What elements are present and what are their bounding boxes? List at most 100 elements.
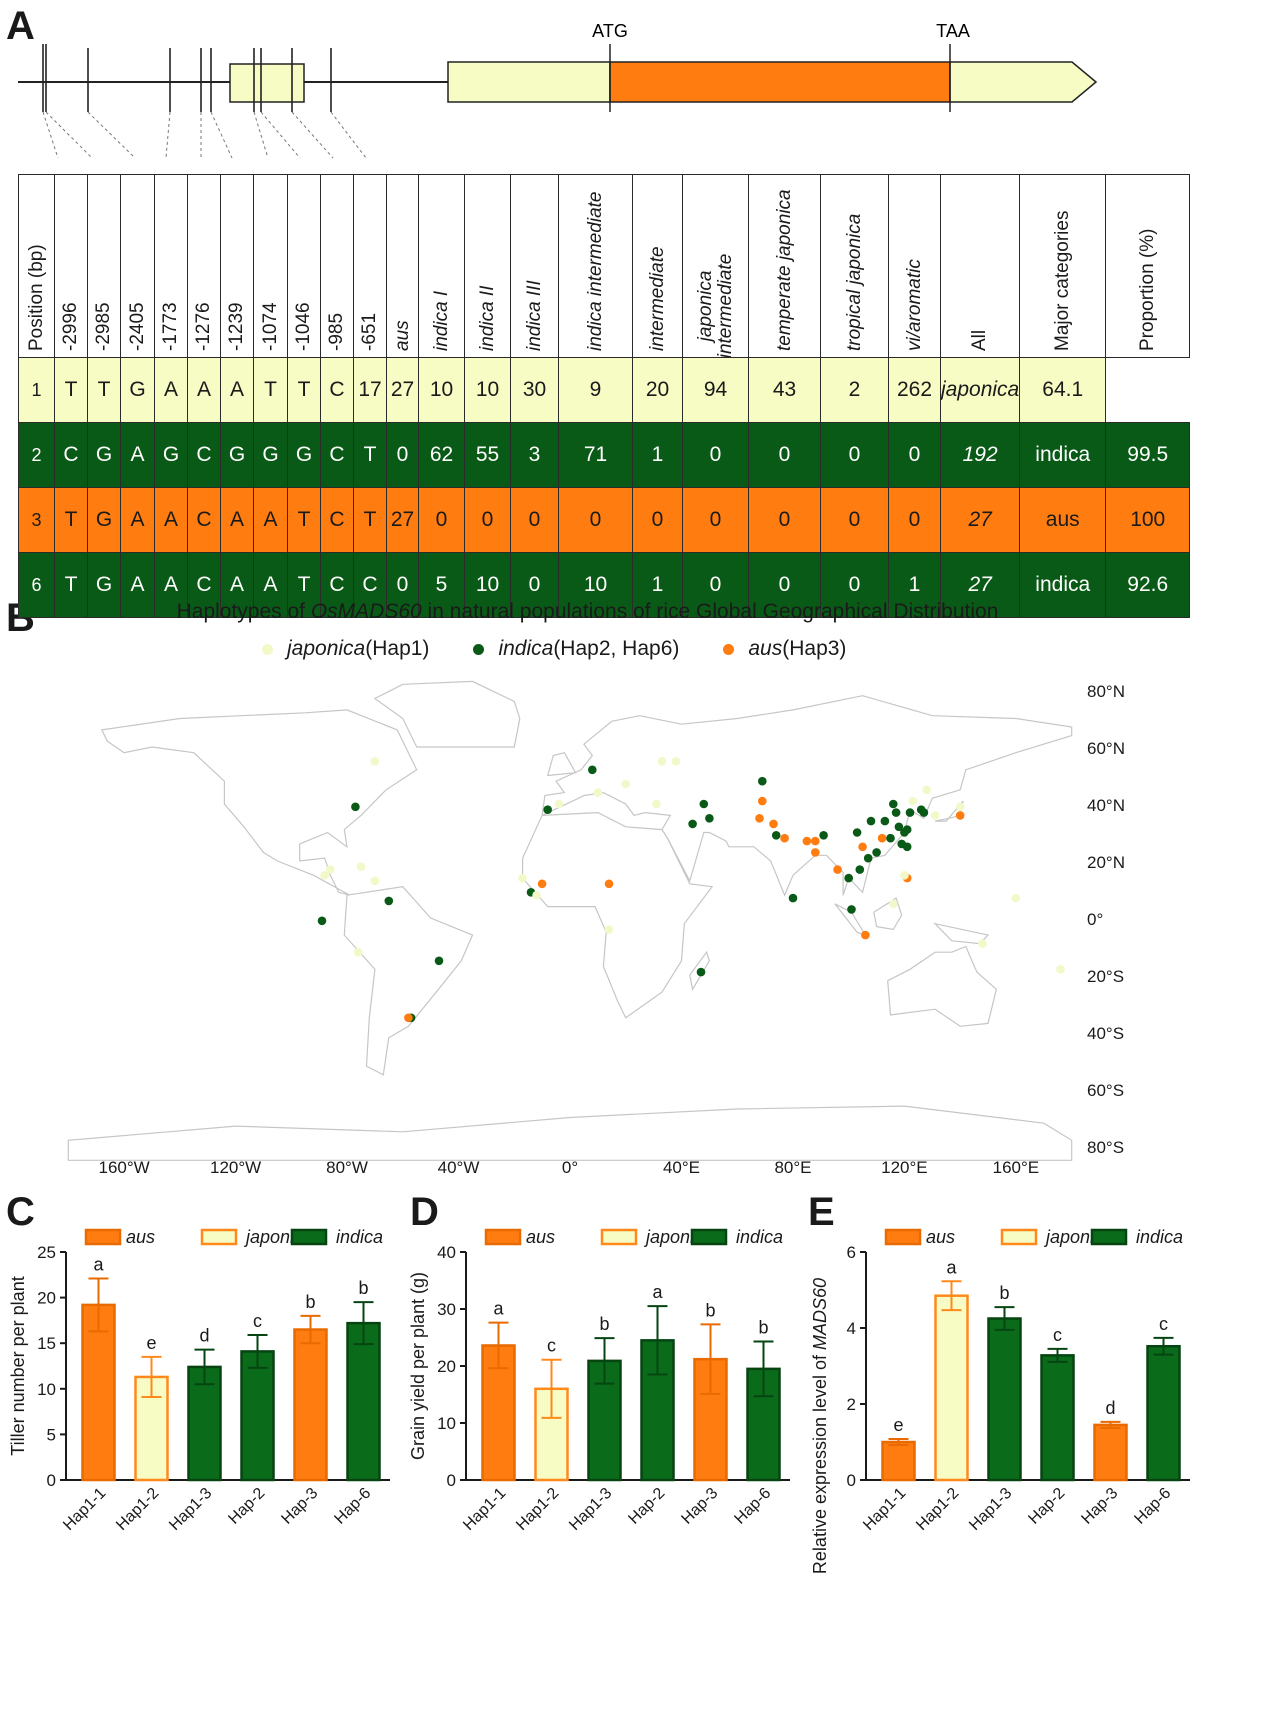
table-cell: A — [253, 487, 288, 553]
snp-connector — [165, 111, 171, 159]
latitude-label: 20°S — [1087, 967, 1124, 986]
y-tick-label: 40 — [437, 1243, 456, 1262]
significance-letter: b — [358, 1278, 368, 1298]
latitude-label: 0° — [1087, 910, 1103, 929]
column-header: Proportion (%) — [1105, 174, 1191, 358]
significance-letter: b — [999, 1283, 1009, 1303]
x-tick-label: Hap-3 — [278, 1485, 321, 1528]
map-point-indica — [919, 808, 929, 817]
column-header: indica III — [510, 174, 559, 358]
x-tick-label: Hap-6 — [331, 1485, 374, 1528]
map-point-aus — [858, 842, 867, 852]
table-cell: 10 — [418, 357, 465, 423]
map-point-japonica — [621, 779, 630, 789]
table-cell: G — [120, 357, 155, 423]
y-tick-label: 10 — [37, 1380, 56, 1399]
legend-label-indica: indica — [336, 1227, 383, 1247]
table-cell: 100 — [1105, 487, 1191, 553]
map-point-japonica — [604, 925, 614, 934]
significance-letter: a — [652, 1282, 663, 1302]
coding-sequence — [609, 61, 951, 103]
legend-label-aus: aus — [126, 1227, 155, 1247]
map-point-indica — [696, 967, 706, 977]
table-cell: T — [54, 487, 88, 553]
map-point-aus — [877, 833, 887, 843]
column-header: -1046 — [287, 174, 321, 358]
map-point-aus — [537, 879, 547, 889]
australia-outline — [887, 945, 998, 1027]
legend-dot-icon — [262, 643, 273, 655]
panel-letter-e: E — [808, 1190, 835, 1234]
table-row: 1 T T G A A A T T C 17 27 10 10 30 9 20 94 43 2 262 japonica 6… — [18, 357, 1190, 423]
map-point-aus — [769, 819, 778, 829]
column-header: indica intermediate — [558, 174, 633, 358]
table-cell: C — [187, 552, 221, 618]
map-point-indica — [844, 873, 853, 883]
table-cell: 2 — [820, 357, 889, 423]
map-point-japonica — [326, 865, 335, 874]
table-cell: T — [287, 357, 321, 423]
longitude-label: 0° — [562, 1158, 578, 1177]
antarctica-outline — [67, 1105, 1073, 1161]
x-tick-label: Hap-3 — [1078, 1485, 1121, 1528]
legend-swatch-japonica — [200, 1228, 238, 1246]
table-cell: 0 — [464, 487, 511, 553]
map-point-japonica — [930, 811, 940, 820]
column-header: -2405 — [120, 174, 155, 358]
table-cell: G — [253, 422, 288, 488]
bar-Hap-3 — [293, 1328, 328, 1482]
map-point-indica — [699, 799, 709, 809]
column-header: All — [939, 174, 1021, 358]
significance-letter: b — [705, 1300, 715, 1320]
significance-letter: b — [758, 1317, 768, 1337]
table-cell: 0 — [418, 487, 465, 553]
latitude-label: 80°S — [1087, 1138, 1124, 1157]
y-tick-label: 20 — [437, 1357, 456, 1376]
table-cell: G — [154, 422, 188, 488]
map-point-aus — [780, 833, 789, 843]
column-header: -2985 — [87, 174, 121, 358]
table-cell: 94 — [682, 357, 749, 423]
table-cell: A — [220, 552, 254, 618]
legend-item-indica: indica (Hap2, Hap6) — [473, 637, 679, 661]
map-point-indica — [866, 816, 876, 826]
map-point-japonica — [532, 890, 541, 900]
table-cell: A — [220, 357, 254, 423]
x-tick-label: Hap-6 — [731, 1485, 774, 1528]
eurasia-outline — [541, 695, 1073, 897]
x-tick-label: Hap1-3 — [566, 1485, 615, 1534]
map-point-aus — [861, 930, 870, 940]
significance-letter: c — [547, 1336, 556, 1356]
table-cell: 1 — [632, 422, 683, 488]
legend-swatch-aus — [484, 1228, 522, 1246]
bar-Hap1-1 — [881, 1440, 916, 1482]
table-cell: 20 — [632, 357, 683, 423]
map-point-japonica — [1056, 965, 1065, 974]
map-point-japonica — [320, 871, 330, 880]
britain-outline — [546, 752, 577, 777]
legend-dot-icon — [473, 643, 485, 655]
y-tick-label: 0 — [447, 1471, 456, 1490]
table-cell: A — [154, 357, 188, 423]
column-header: japonica intermediate — [682, 174, 749, 358]
map-point-japonica — [978, 939, 987, 948]
significance-letter: e — [146, 1333, 156, 1353]
y-tick-label: 10 — [437, 1414, 456, 1433]
panel-letter-a: A — [6, 4, 35, 48]
table-cell: 0 — [682, 487, 749, 553]
map-point-indica — [852, 828, 862, 837]
map-point-aus — [955, 811, 965, 820]
y-axis-label: Relative expression level of MADS60 — [810, 1278, 830, 1574]
table-cell: T — [287, 552, 321, 618]
snp-connector — [45, 111, 93, 159]
table-cell: 27 — [939, 487, 1021, 553]
x-tick-label: Hap1-1 — [60, 1485, 109, 1534]
table-cell: T — [287, 487, 321, 553]
legend-swatch-aus — [84, 1228, 122, 1246]
significance-letter: a — [493, 1299, 504, 1319]
table-cell: 71 — [558, 422, 633, 488]
table-cell: 55 — [464, 422, 511, 488]
y-tick-label: 4 — [847, 1319, 856, 1338]
y-tick-label: 0 — [847, 1471, 856, 1490]
